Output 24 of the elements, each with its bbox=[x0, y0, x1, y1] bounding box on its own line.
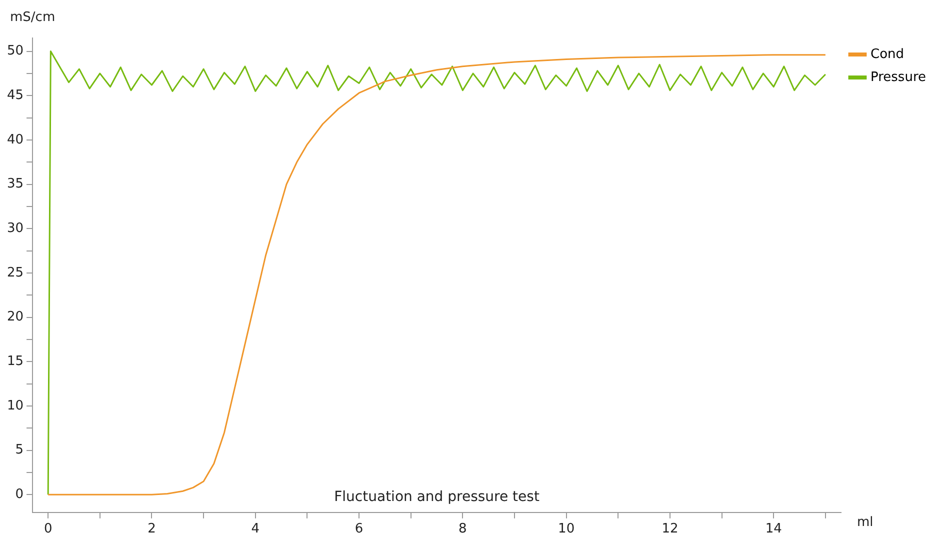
x-tick-label: 6 bbox=[354, 522, 364, 537]
y-axis-title: mS/cm bbox=[10, 10, 56, 25]
y-tick-label: 0 bbox=[15, 487, 24, 502]
y-tick-label: 15 bbox=[6, 354, 24, 370]
y-tick-label: 20 bbox=[6, 310, 24, 325]
y-tick-label: 5 bbox=[15, 442, 24, 458]
x-tick-label: 12 bbox=[662, 522, 678, 537]
y-tick-label: 45 bbox=[6, 88, 24, 104]
x-tick-label: 2 bbox=[148, 522, 156, 537]
x-tick-label: 0 bbox=[44, 522, 52, 537]
y-tick-label: 50 bbox=[6, 44, 24, 59]
y-tick-label: 25 bbox=[6, 265, 24, 280]
y-tick-label: 10 bbox=[6, 398, 24, 414]
y-tick-label: 40 bbox=[6, 132, 24, 148]
y-tick-label: 30 bbox=[6, 221, 24, 236]
x-tick-label: 14 bbox=[765, 522, 782, 537]
legend-label: Cond bbox=[870, 46, 904, 62]
y-tick-label: 35 bbox=[6, 176, 24, 192]
x-tick-label: 8 bbox=[458, 522, 467, 537]
x-tick-label: 10 bbox=[558, 522, 575, 537]
x-axis-title: ml bbox=[856, 514, 874, 530]
x-tick-label: 4 bbox=[251, 522, 260, 537]
annotation: Fluctuation and pressure test bbox=[334, 489, 540, 506]
legend-label: Pressure bbox=[870, 70, 926, 85]
